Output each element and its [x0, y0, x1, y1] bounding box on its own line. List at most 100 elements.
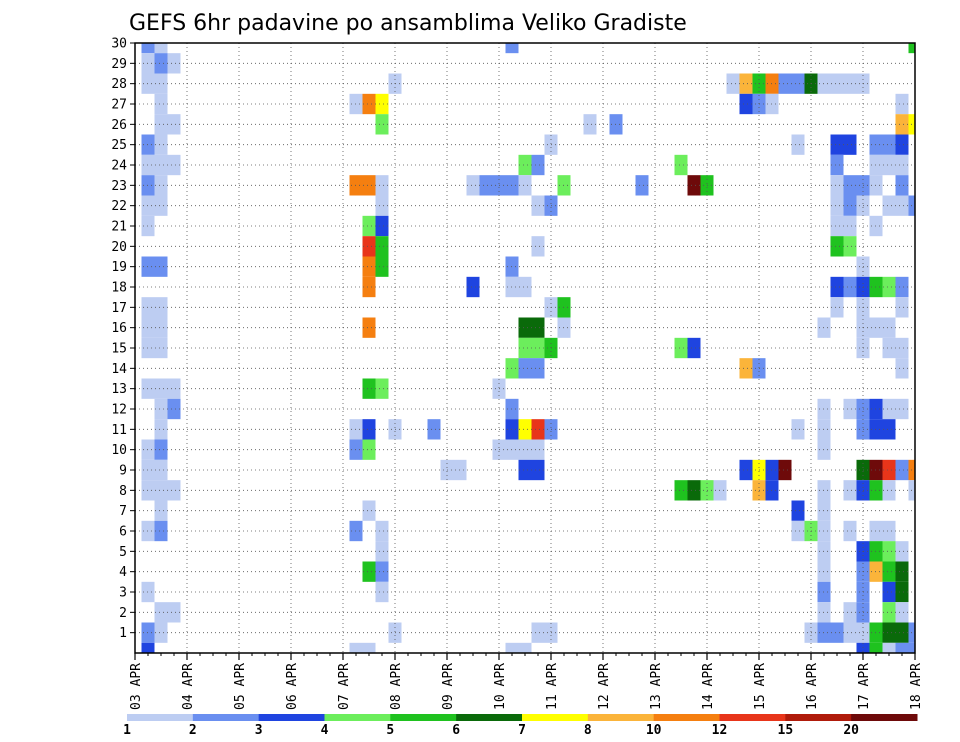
colorbar-label: 2: [189, 723, 197, 738]
colorbar-label: 4: [321, 723, 329, 738]
colorbar-label: 15: [778, 723, 794, 738]
heatmap-cell: [895, 642, 909, 653]
colorbar-label: 8: [584, 723, 592, 738]
heatmap-cell: [895, 541, 909, 562]
heatmap-cell: [895, 398, 909, 420]
heatmap-cell: [167, 602, 181, 623]
heatmap-cell: [778, 459, 792, 481]
heatmap-cell: [518, 419, 532, 440]
heatmap-cell: [791, 73, 805, 94]
heatmap-cell: [518, 337, 532, 359]
heatmap-cell: [154, 378, 168, 399]
heatmap-cell: [362, 419, 376, 440]
colorbar-label: 20: [843, 723, 859, 738]
grid-layer: [135, 42, 915, 653]
heatmap-cell: [830, 73, 844, 94]
heatmap-cell: [830, 175, 844, 196]
heatmap-cell: [154, 154, 168, 176]
heatmap-cell: [882, 337, 896, 359]
y-tick-label: 4: [119, 565, 127, 580]
heatmap-cell: [154, 500, 168, 521]
heatmap-cell: [375, 256, 389, 277]
colorbar-label: 1: [123, 723, 131, 738]
heatmap-cell: [830, 297, 844, 318]
x-tick-label: 09 APR: [441, 663, 456, 710]
heatmap-cell: [141, 43, 155, 54]
heatmap-cell: [882, 642, 896, 653]
colorbar-swatch: [851, 714, 918, 721]
heatmap-cell: [375, 520, 389, 542]
heatmap-cell: [518, 358, 532, 379]
colorbar-swatch: [653, 714, 720, 721]
heatmap-cell: [362, 317, 376, 338]
y-tick-label: 16: [111, 321, 127, 336]
heatmap-cell: [830, 215, 844, 237]
colorbar-label: 5: [386, 723, 394, 738]
heatmap-cell: [843, 276, 857, 298]
heatmap-cell: [531, 154, 545, 176]
heatmap-cell: [518, 317, 532, 338]
heatmap-cell: [843, 215, 857, 237]
y-tick-label: 10: [111, 443, 127, 458]
heatmap-cell: [687, 337, 701, 359]
heatmap-cell: [154, 43, 168, 54]
x-tick-label: 12 APR: [597, 663, 612, 710]
y-tick-label: 25: [111, 138, 127, 153]
heatmap-cell: [362, 276, 376, 298]
heatmap-cell: [154, 602, 168, 623]
heatmap-cell: [739, 93, 753, 115]
x-tick-label: 16 APR: [805, 663, 820, 710]
heatmap-cell: [167, 480, 181, 501]
heatmap-cell: [674, 154, 688, 176]
colorbar-label: 7: [518, 723, 526, 738]
y-tick-label: 1: [119, 626, 127, 641]
y-tick-label: 5: [119, 545, 127, 560]
y-tick-label: 22: [111, 199, 127, 214]
colorbar-swatch: [719, 714, 786, 721]
heatmap-cell: [518, 439, 532, 460]
y-tick-label: 29: [111, 57, 127, 72]
heatmap-cell: [531, 358, 545, 379]
heatmap-cell: [531, 195, 545, 216]
heatmap-cell: [362, 93, 376, 115]
heatmap-cell: [791, 520, 805, 542]
heatmap-cell: [479, 175, 493, 196]
heatmap-cell: [362, 642, 376, 653]
x-tick-label: 04 APR: [181, 663, 196, 710]
heatmap-cell: [882, 134, 896, 155]
heatmap-cell: [739, 459, 753, 481]
heatmap-cell: [908, 43, 915, 54]
heatmap-cell: [154, 337, 168, 359]
x-tick-label: 15 APR: [753, 663, 768, 710]
heatmap-cell: [349, 642, 363, 653]
x-tick-label: 18 APR: [909, 663, 924, 710]
heatmap-cell: [895, 134, 909, 155]
heatmap-cell: [375, 561, 389, 582]
heatmap-cell: [167, 53, 181, 74]
y-tick-label: 24: [111, 159, 127, 174]
heatmap-cell: [882, 581, 896, 603]
heatmap-cell: [518, 459, 532, 481]
y-tick-label: 23: [111, 179, 127, 194]
heatmap-cell: [830, 622, 844, 643]
heatmap-cell: [531, 419, 545, 440]
heatmap-cell: [362, 500, 376, 521]
heatmap-cell: [830, 134, 844, 155]
heatmap-cell: [531, 317, 545, 338]
heatmap-cell: [895, 114, 909, 135]
y-tick-label: 26: [111, 118, 127, 133]
heatmap-cell: [843, 195, 857, 216]
heatmap-cell: [895, 154, 909, 176]
heatmap-cell: [882, 520, 896, 542]
colorbar-swatch: [587, 714, 655, 721]
chart-title: GEFS 6hr padavine po ansamblima Veliko G…: [129, 11, 687, 36]
x-tick-label: 11 APR: [545, 663, 560, 710]
heatmap-cell: [531, 236, 545, 257]
y-tick-label: 9: [119, 464, 127, 479]
heatmap-cell: [843, 236, 857, 257]
y-tick-label: 13: [111, 382, 127, 397]
colorbar-swatch: [192, 714, 260, 721]
heatmap-cell: [375, 93, 389, 115]
heatmap-cell: [505, 642, 519, 653]
heatmap-cell: [843, 73, 857, 94]
